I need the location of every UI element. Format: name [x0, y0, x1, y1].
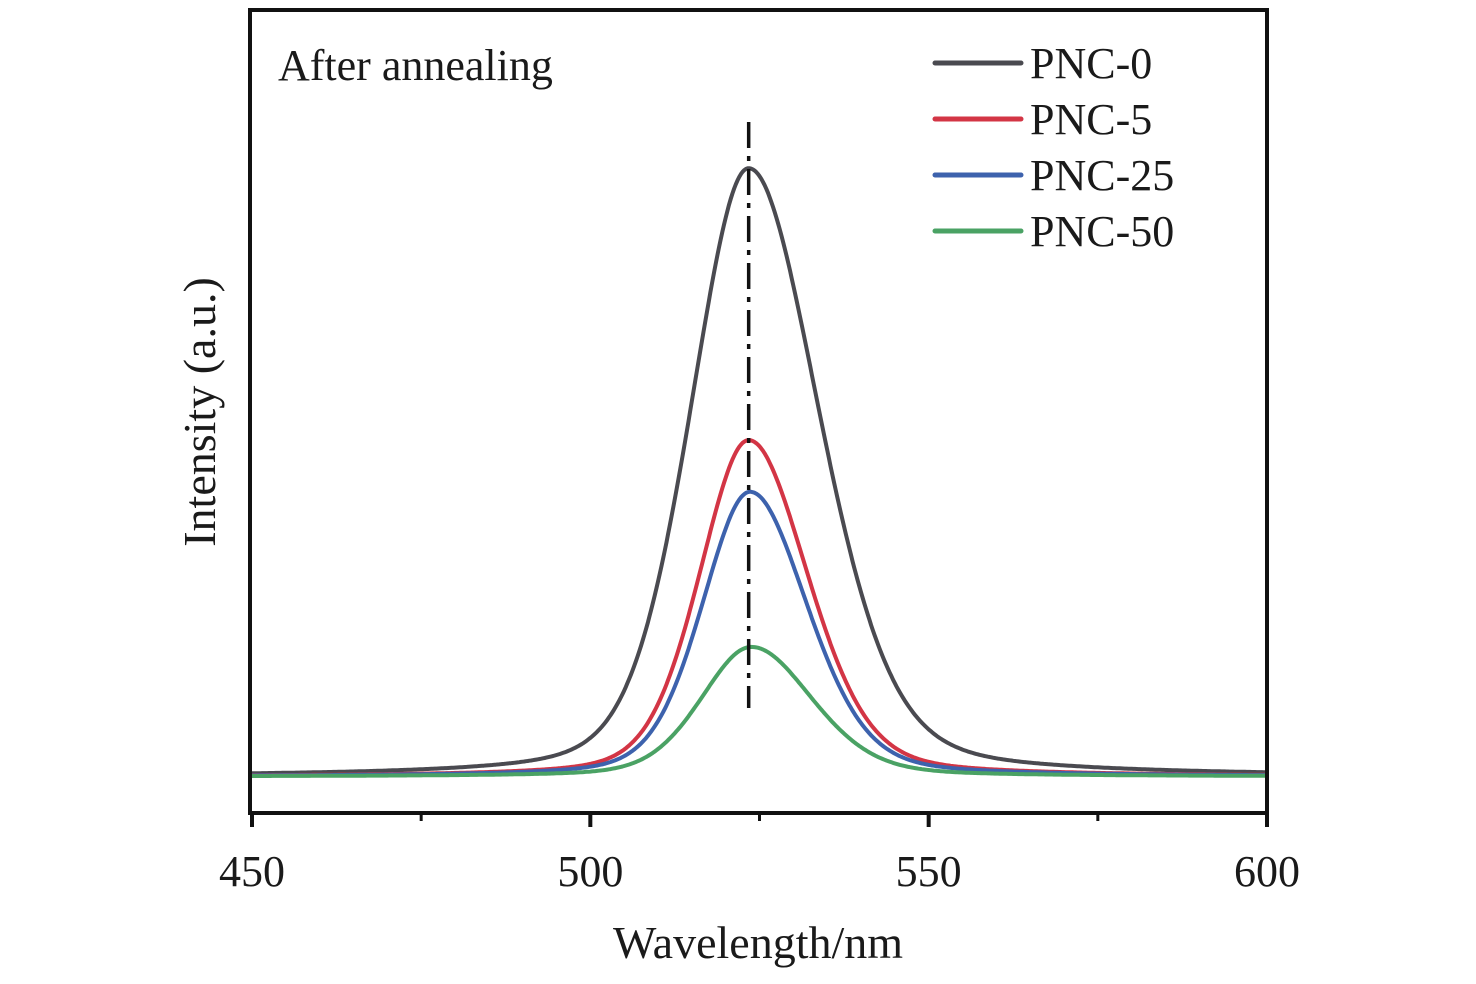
x-tick-label: 500 — [557, 847, 623, 896]
series-line-pnc-0 — [251, 166, 1268, 776]
x-axis-label: Wavelength/nm — [613, 917, 903, 968]
legend-label: PNC-0 — [1030, 39, 1152, 88]
x-tick-label: 450 — [219, 847, 285, 896]
annotation-after-annealing: After annealing — [278, 41, 553, 90]
series-line-pnc-5 — [251, 438, 1268, 778]
x-tick-label: 600 — [1234, 847, 1300, 896]
legend-label: PNC-50 — [1030, 207, 1174, 256]
legend-label: PNC-25 — [1030, 151, 1174, 200]
legend: PNC-0 PNC-5 PNC-25 PNC-50 — [932, 39, 1174, 256]
curves-group — [251, 166, 1268, 778]
series-line-pnc-25 — [251, 489, 1268, 778]
x-ticks-group: 450 500 550 600 — [219, 813, 1300, 896]
series-line-pnc-50 — [251, 644, 1268, 778]
legend-label: PNC-5 — [1030, 95, 1152, 144]
y-axis-label: Intensity (a.u.) — [174, 277, 225, 547]
x-tick-label: 550 — [896, 847, 962, 896]
